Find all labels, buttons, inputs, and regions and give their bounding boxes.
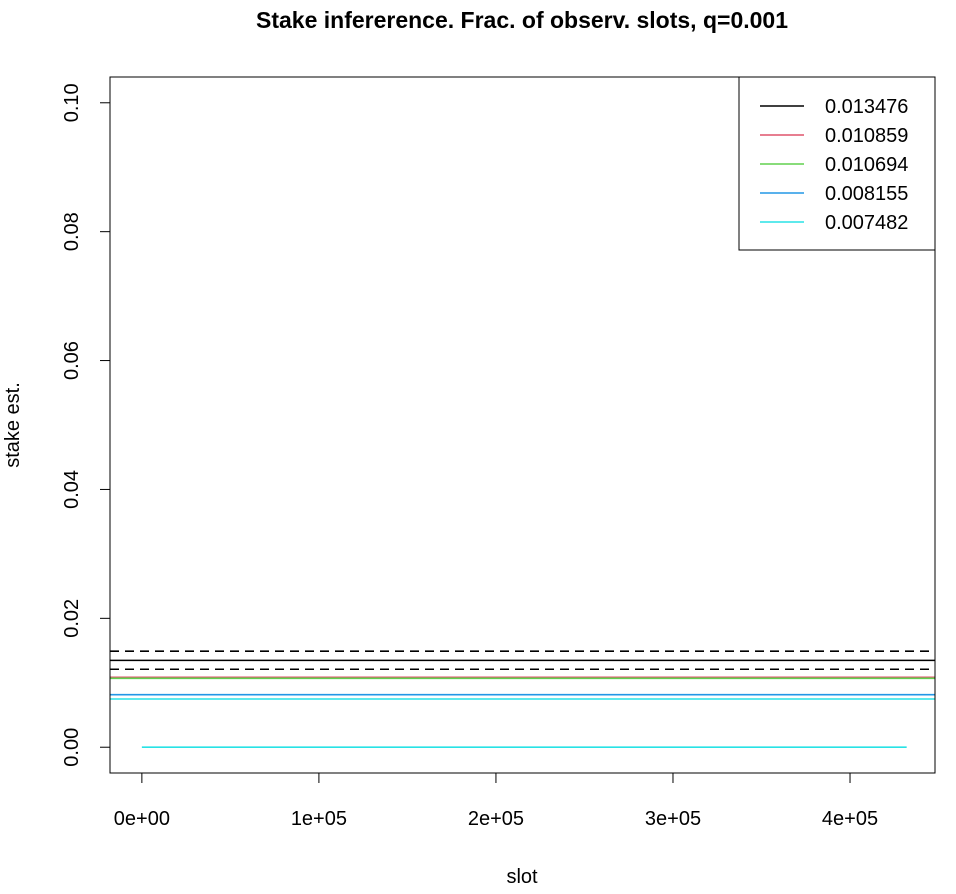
x-tick-label: 0e+00 bbox=[114, 808, 170, 830]
x-tick-label: 1e+05 bbox=[291, 808, 347, 830]
series-layer bbox=[110, 650, 935, 749]
x-axis-label: slot bbox=[506, 866, 538, 888]
x-tick-label: 3e+05 bbox=[645, 808, 701, 830]
legend-label: 0.010694 bbox=[825, 154, 908, 176]
x-tick-label: 4e+05 bbox=[822, 808, 878, 830]
x-tick-label: 2e+05 bbox=[468, 808, 524, 830]
y-tick-label: 0.00 bbox=[61, 728, 83, 767]
chart-title: Stake infererence. Frac. of observ. slot… bbox=[256, 7, 788, 33]
x-axis: 0e+00 1e+05 2e+05 3e+05 4e+05 bbox=[114, 772, 878, 830]
legend-label: 0.007482 bbox=[825, 212, 908, 234]
legend-label: 0.008155 bbox=[825, 183, 908, 205]
y-tick-label: 0.04 bbox=[61, 470, 83, 509]
y-axis-label: stake est. bbox=[2, 382, 24, 468]
y-axis: 0.00 0.02 0.04 0.06 0.08 0.10 bbox=[61, 83, 111, 767]
y-tick-label: 0.10 bbox=[61, 83, 83, 122]
y-tick-label: 0.08 bbox=[61, 212, 83, 251]
y-tick-label: 0.06 bbox=[61, 341, 83, 380]
legend-label: 0.013476 bbox=[825, 96, 908, 118]
y-tick-label: 0.02 bbox=[61, 599, 83, 638]
legend-label: 0.010859 bbox=[825, 125, 908, 147]
legend: 0.013476 0.010859 0.010694 0.008155 0.007482 bbox=[738, 76, 936, 251]
